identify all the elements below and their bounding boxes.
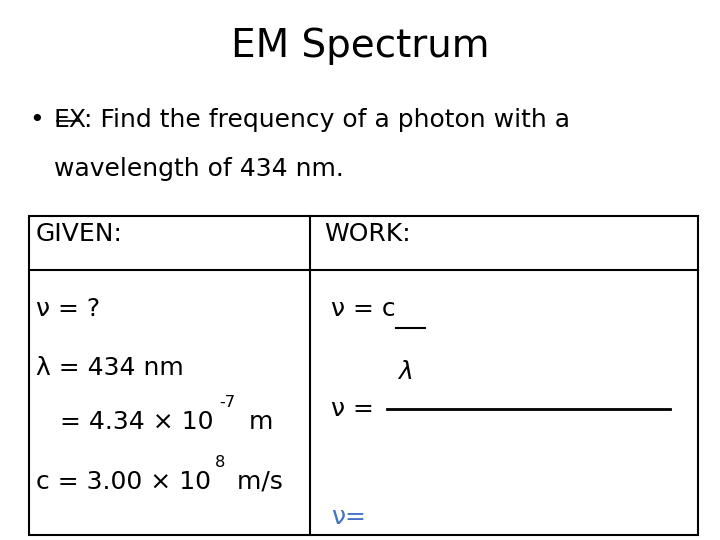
Text: c = 3.00 × 10: c = 3.00 × 10 bbox=[36, 470, 211, 494]
Text: -7: -7 bbox=[220, 395, 235, 410]
Text: ν = c: ν = c bbox=[331, 297, 396, 321]
Text: m: m bbox=[241, 410, 274, 434]
Text: ν = ?: ν = ? bbox=[36, 297, 100, 321]
Text: λ: λ bbox=[398, 360, 413, 383]
Text: m/s: m/s bbox=[229, 470, 283, 494]
Text: ν =: ν = bbox=[331, 397, 382, 421]
Text: : Find the frequency of a photon with a: : Find the frequency of a photon with a bbox=[84, 108, 570, 132]
Text: EX: EX bbox=[54, 108, 87, 132]
Text: GIVEN:: GIVEN: bbox=[36, 222, 123, 246]
Text: ν=: ν= bbox=[331, 505, 366, 529]
Text: wavelength of 434 nm.: wavelength of 434 nm. bbox=[54, 157, 344, 180]
Text: = 4.34 × 10: = 4.34 × 10 bbox=[36, 410, 214, 434]
Text: 8: 8 bbox=[215, 455, 225, 470]
Text: •: • bbox=[29, 108, 43, 132]
Text: EM Spectrum: EM Spectrum bbox=[230, 27, 490, 65]
Text: WORK:: WORK: bbox=[324, 222, 410, 246]
Text: λ = 434 nm: λ = 434 nm bbox=[36, 356, 184, 380]
